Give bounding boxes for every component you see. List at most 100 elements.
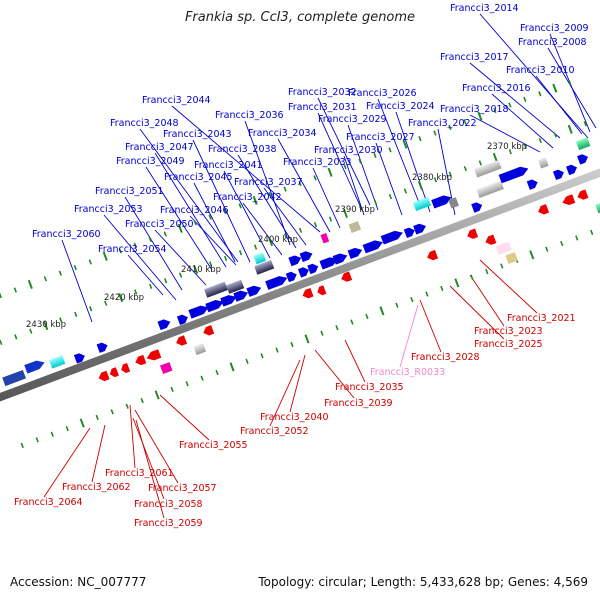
- forward-gene: [413, 223, 426, 235]
- tick-mark: [529, 250, 535, 260]
- accession-label: Accession: NC_007777: [10, 575, 147, 589]
- reverse-gene: [109, 367, 119, 378]
- tick-mark: [583, 121, 587, 127]
- tick-mark: [74, 311, 78, 318]
- tick-mark: [223, 208, 227, 215]
- gene-label: Francci3_2036: [215, 110, 284, 121]
- tick-mark: [95, 414, 99, 421]
- gene-label: Francci3_2058: [134, 499, 203, 510]
- forward-gene: [362, 240, 383, 254]
- tick-mark: [27, 279, 33, 289]
- gene-label: Francci3_2046: [160, 205, 229, 216]
- tick-mark: [328, 216, 333, 222]
- gene-label: Francci3_2043: [163, 129, 232, 140]
- tick-mark: [134, 289, 138, 295]
- tick-mark: [403, 188, 408, 194]
- gene-label: Francci3_2008: [518, 37, 587, 48]
- forward-gene: [204, 281, 228, 298]
- tick-mark: [373, 152, 377, 159]
- reverse-gene: [203, 325, 215, 336]
- kbp-label: 2420 kbp: [104, 293, 144, 303]
- tick-mark: [538, 137, 542, 144]
- forward-gene: [403, 227, 415, 238]
- tick-mark: [485, 268, 489, 275]
- gene-label: Francci3_2053: [74, 204, 143, 215]
- leader-line: [277, 138, 331, 233]
- forward-gene: [476, 180, 504, 198]
- forward-gene: [412, 197, 432, 212]
- forward-gene: [157, 319, 171, 331]
- tick-mark: [118, 293, 124, 303]
- tick-mark: [313, 222, 318, 228]
- kbp-label: 2390 kbp: [335, 205, 375, 215]
- gene-label: Francci3_2031: [288, 102, 357, 113]
- gene-label: Francci3_2059: [134, 518, 203, 529]
- kbp-label: 2380 kbp: [412, 173, 452, 183]
- forward-gene: [577, 154, 589, 165]
- forward-gene: [246, 285, 262, 297]
- gene-label: Francci3_2049: [116, 156, 185, 167]
- gene-label: Francci3_2062: [62, 482, 131, 493]
- tick-mark: [208, 214, 212, 220]
- reverse-gene: [135, 354, 147, 366]
- tick-mark: [448, 171, 452, 177]
- leader-line: [343, 155, 365, 216]
- forward-gene: [226, 279, 245, 294]
- gene-label: Francci3_2052: [240, 426, 309, 437]
- leader-line: [479, 13, 589, 139]
- leader-line: [399, 304, 419, 368]
- leader-line: [269, 359, 301, 427]
- tick-mark: [177, 223, 183, 233]
- tick-mark: [140, 397, 144, 404]
- leader-line: [449, 285, 505, 340]
- leader-line: [344, 339, 366, 383]
- forward-gene: [285, 271, 297, 283]
- tick-mark: [290, 341, 294, 348]
- forward-gene: [307, 263, 319, 275]
- reverse-gene: [562, 194, 576, 206]
- leader-line: [535, 75, 583, 135]
- gene-label: Francci3_2051: [95, 186, 164, 197]
- forward-gene: [233, 290, 249, 302]
- tick-mark: [523, 96, 527, 102]
- leader-line: [469, 114, 541, 153]
- leader-line: [192, 139, 251, 263]
- tick-mark: [35, 437, 39, 443]
- forward-gene: [474, 159, 502, 178]
- leader-line: [479, 259, 538, 314]
- forward-gene: [380, 230, 403, 245]
- reverse-gene: [317, 285, 327, 296]
- tick-mark: [89, 306, 93, 312]
- forward-gene: [188, 305, 209, 319]
- map-title: Frankia sp. CcI3, complete genome: [184, 10, 416, 25]
- reverse-gene: [577, 189, 589, 200]
- tick-mark: [567, 124, 573, 134]
- reverse-gene: [302, 287, 314, 299]
- tick-mark: [358, 205, 363, 211]
- tick-mark: [268, 236, 274, 247]
- tick-mark: [118, 248, 122, 254]
- tick-mark: [73, 264, 77, 271]
- forward-gene: [448, 197, 459, 209]
- leader-line: [469, 274, 505, 327]
- gene-label: Francci3_2038: [208, 144, 277, 155]
- tick-mark: [245, 358, 249, 364]
- tick-mark: [463, 165, 467, 172]
- tick-mark: [500, 263, 504, 269]
- tick-mark: [193, 264, 199, 275]
- tick-mark: [463, 119, 467, 125]
- gene-label: Francci3_2064: [14, 497, 83, 508]
- genome-backbone: [0, 168, 600, 402]
- gene-features: [2, 137, 600, 387]
- tick-mark: [477, 111, 483, 121]
- tick-mark: [552, 83, 558, 93]
- gene-label: Francci3_2047: [125, 142, 194, 153]
- tick-mark: [149, 283, 153, 289]
- reverse-gene: [538, 204, 550, 215]
- tick-mark: [0, 339, 3, 346]
- leader-line: [124, 196, 183, 291]
- tick-mark: [148, 236, 152, 243]
- leader-line: [244, 120, 291, 246]
- tick-mark: [170, 386, 174, 392]
- tick-mark: [193, 220, 197, 226]
